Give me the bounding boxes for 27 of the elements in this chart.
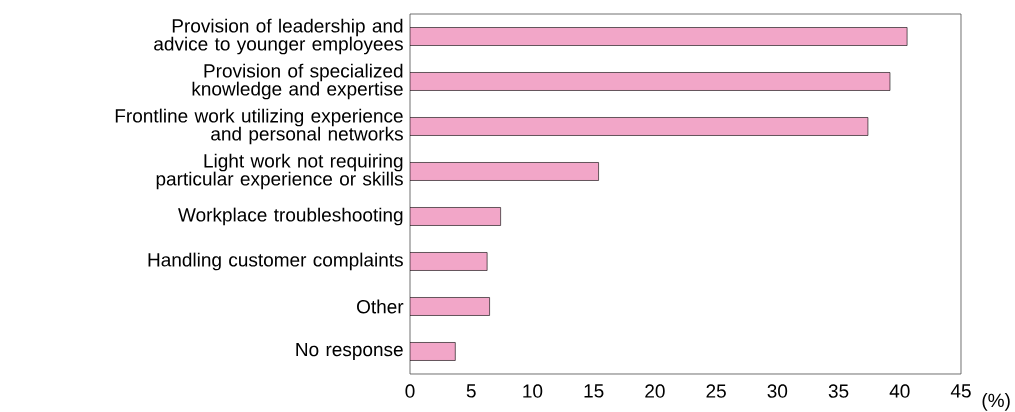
y-tick-label: Provision of leadership and advice to younger employees [154,18,403,55]
y-tick-label: Light work not requiring particular experience or skills [156,153,403,190]
bar [410,117,869,136]
bar [410,297,490,316]
y-tick-label: Provision of specialized knowledge and expertise [192,63,403,100]
x-tick-label: 25 [706,384,726,398]
y-tick-label: Other [357,299,404,314]
bar [410,342,456,361]
x-tick-label: 30 [767,384,788,398]
bar [410,252,488,271]
y-tick-label: Frontline work utilizing experience and personal networks [115,108,403,145]
x-axis-title: (%) [982,393,1010,411]
x-tick-label: 15 [584,384,604,398]
x-tick-label: 5 [466,384,476,398]
x-tick-label: 0 [405,384,415,398]
y-tick-label: Workplace troubleshooting [178,207,403,226]
x-tick-label: 35 [828,384,849,398]
x-tick-label: 10 [523,384,543,398]
x-tick-label: 40 [889,384,910,398]
y-tick-label: No response [296,342,403,360]
y-tick-label: Handling customer complaints [148,252,403,271]
x-tick-label: 45 [950,384,971,398]
bar [410,207,501,226]
bar [410,162,599,181]
bar [410,72,891,91]
bar [410,27,908,46]
x-tick-label: 20 [645,384,665,398]
